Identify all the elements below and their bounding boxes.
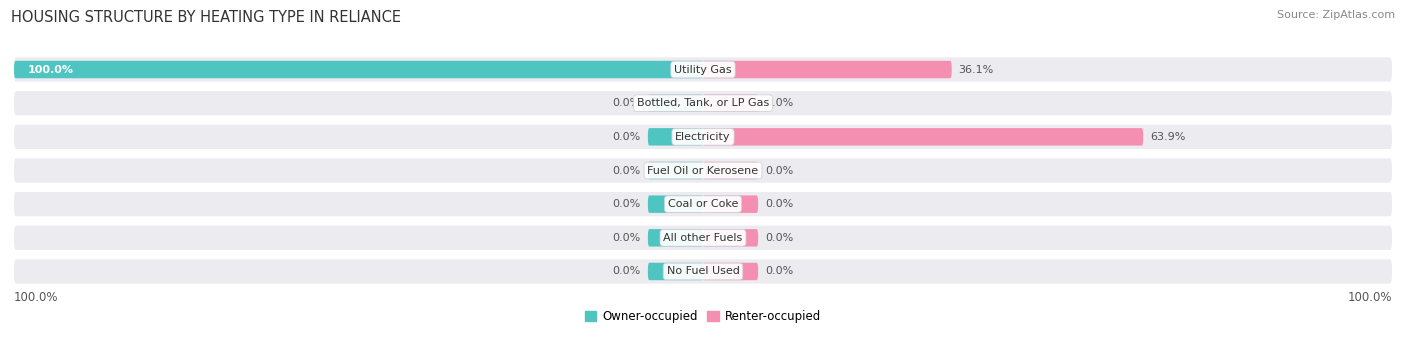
Text: All other Fuels: All other Fuels xyxy=(664,233,742,243)
Text: No Fuel Used: No Fuel Used xyxy=(666,266,740,277)
FancyBboxPatch shape xyxy=(14,226,1392,250)
Text: 63.9%: 63.9% xyxy=(1150,132,1185,142)
Text: 100.0%: 100.0% xyxy=(1347,291,1392,304)
Text: 0.0%: 0.0% xyxy=(613,165,641,176)
FancyBboxPatch shape xyxy=(14,192,1392,216)
FancyBboxPatch shape xyxy=(14,91,1392,115)
FancyBboxPatch shape xyxy=(703,61,952,78)
FancyBboxPatch shape xyxy=(648,195,703,213)
Text: 0.0%: 0.0% xyxy=(765,98,793,108)
Text: 0.0%: 0.0% xyxy=(765,165,793,176)
Text: 0.0%: 0.0% xyxy=(613,132,641,142)
Text: Electricity: Electricity xyxy=(675,132,731,142)
FancyBboxPatch shape xyxy=(14,260,1392,284)
FancyBboxPatch shape xyxy=(648,128,703,146)
Text: 100.0%: 100.0% xyxy=(14,291,59,304)
Text: Bottled, Tank, or LP Gas: Bottled, Tank, or LP Gas xyxy=(637,98,769,108)
FancyBboxPatch shape xyxy=(14,125,1392,149)
Text: 0.0%: 0.0% xyxy=(613,266,641,277)
Text: 0.0%: 0.0% xyxy=(765,233,793,243)
FancyBboxPatch shape xyxy=(703,195,758,213)
Text: 0.0%: 0.0% xyxy=(765,199,793,209)
Text: 100.0%: 100.0% xyxy=(28,64,75,75)
FancyBboxPatch shape xyxy=(703,94,758,112)
Text: Utility Gas: Utility Gas xyxy=(675,64,731,75)
Text: 0.0%: 0.0% xyxy=(613,98,641,108)
Text: 0.0%: 0.0% xyxy=(765,266,793,277)
FancyBboxPatch shape xyxy=(648,229,703,247)
Text: Source: ZipAtlas.com: Source: ZipAtlas.com xyxy=(1277,10,1395,20)
FancyBboxPatch shape xyxy=(648,94,703,112)
Text: 0.0%: 0.0% xyxy=(613,199,641,209)
FancyBboxPatch shape xyxy=(14,57,1392,81)
Legend: Owner-occupied, Renter-occupied: Owner-occupied, Renter-occupied xyxy=(579,306,827,328)
FancyBboxPatch shape xyxy=(703,128,1143,146)
Text: HOUSING STRUCTURE BY HEATING TYPE IN RELIANCE: HOUSING STRUCTURE BY HEATING TYPE IN REL… xyxy=(11,10,401,25)
FancyBboxPatch shape xyxy=(648,263,703,280)
FancyBboxPatch shape xyxy=(703,162,758,179)
FancyBboxPatch shape xyxy=(14,158,1392,183)
Text: 36.1%: 36.1% xyxy=(959,64,994,75)
FancyBboxPatch shape xyxy=(648,162,703,179)
FancyBboxPatch shape xyxy=(14,61,703,78)
FancyBboxPatch shape xyxy=(703,229,758,247)
FancyBboxPatch shape xyxy=(703,263,758,280)
Text: Coal or Coke: Coal or Coke xyxy=(668,199,738,209)
Text: 0.0%: 0.0% xyxy=(613,233,641,243)
Text: Fuel Oil or Kerosene: Fuel Oil or Kerosene xyxy=(647,165,759,176)
